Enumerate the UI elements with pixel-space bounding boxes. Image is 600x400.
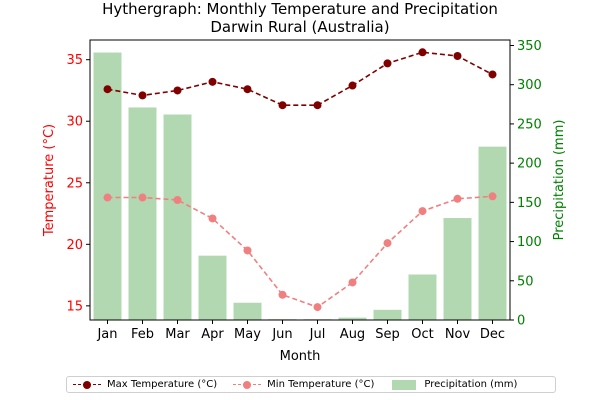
min-temp-point-jan (103, 193, 112, 202)
min-temp-line (107, 195, 493, 308)
max-temp-point-sep (383, 59, 392, 68)
min-temp-point-nov (453, 194, 462, 203)
max-temp-point-jan (103, 85, 112, 94)
legend-label-min: Min Temperature (°C) (267, 379, 375, 390)
max-temp-point-nov (453, 52, 462, 60)
y-axis-right-label: Precipitation (mm) (552, 120, 567, 241)
max-temp-point-aug (348, 81, 357, 90)
x-tick-label-dec: Dec (480, 327, 505, 342)
max-temp-point-apr (208, 77, 217, 86)
max-temp-point-mar (173, 86, 182, 95)
max-temp-point-dec (488, 70, 497, 79)
min-temp-point-may (243, 246, 252, 255)
x-tick-label-apr: Apr (201, 327, 224, 342)
y-axis-left-label: Temperature (°C) (42, 124, 57, 237)
y-left-tick-label-30: 30 (66, 115, 83, 130)
min-temp-point-feb (138, 193, 147, 202)
y-right-tick-label-0: 0 (517, 314, 525, 329)
precip-bar-mar (163, 114, 192, 321)
axes (86, 39, 514, 324)
min-temp-point-oct (418, 207, 427, 216)
y-left-tick-label-20: 20 (66, 238, 83, 253)
precip-bar-feb (128, 107, 157, 320)
x-tick-label-jan: Jan (96, 327, 117, 342)
x-tick-label-may: May (234, 327, 261, 342)
min-temp-point-aug (348, 278, 357, 287)
y-right-tick-label-300: 300 (517, 78, 542, 93)
tick-labels: Jan Feb Mar Apr May Jun Jul Aug Sep Oct Nov Dec 15 20… (66, 39, 541, 342)
y-right-tick-label-50: 50 (517, 274, 534, 289)
precip-bar-sep (373, 309, 402, 320)
legend-swatch-max (73, 379, 101, 391)
y-right-tick-label-150: 150 (517, 196, 542, 211)
precip-bar-jan (93, 52, 122, 321)
x-tick-label-feb: Feb (131, 327, 154, 342)
precip-bar-nov (443, 218, 472, 320)
max-temp-point-feb (138, 91, 147, 100)
legend-swatch-precip (390, 379, 418, 391)
max-temp-point-oct (418, 48, 427, 57)
chart-title: Hythergraph: Monthly Temperature and Pre… (102, 0, 498, 18)
min-temp-point-jul (313, 303, 322, 312)
precipitation-bars (93, 52, 507, 321)
temperature-lines (103, 48, 497, 312)
legend-label-max: Max Temperature (°C) (107, 379, 218, 390)
x-tick-label-oct: Oct (411, 327, 433, 342)
min-temp-point-sep (383, 239, 392, 248)
legend-item-min: Min Temperature (°C) (233, 379, 374, 391)
legend-item-precip: Precipitation (mm) (390, 379, 517, 391)
y-right-tick-label-250: 250 (517, 117, 542, 132)
legend-swatch-min (233, 379, 262, 391)
y-right-tick-label-100: 100 (517, 235, 542, 250)
precip-bar-apr (198, 255, 227, 320)
x-tick-label-jun: Jun (271, 327, 292, 342)
max-temp-point-jul (313, 101, 322, 110)
x-tick-label-jul: Jul (309, 327, 326, 342)
x-tick-label-nov: Nov (445, 327, 471, 342)
min-temp-point-jun (278, 290, 287, 299)
precip-bar-aug (338, 317, 367, 320)
x-tick-label-sep: Sep (375, 327, 400, 342)
y-left-tick-label-15: 15 (66, 299, 83, 314)
chart-subtitle: Darwin Rural (Australia) (210, 18, 389, 36)
min-temp-point-dec (488, 192, 497, 201)
y-left-tick-label-25: 25 (66, 176, 83, 191)
max-temp-line (107, 51, 493, 106)
y-right-tick-label-350: 350 (517, 39, 542, 54)
precip-bar-oct (408, 274, 437, 320)
legend: Max Temperature (°C) Min Temperature (°C… (66, 376, 556, 393)
legend-label-precip: Precipitation (mm) (424, 379, 518, 390)
y-left-tick-label-35: 35 (66, 53, 83, 68)
min-temp-point-apr (208, 214, 217, 223)
x-tick-label-mar: Mar (165, 327, 190, 342)
y-right-tick-label-200: 200 (517, 157, 542, 172)
precip-bar-dec (478, 146, 507, 320)
x-axis-label: Month (280, 349, 321, 364)
legend-item-max: Max Temperature (°C) (73, 379, 217, 391)
max-temp-point-jun (278, 101, 287, 110)
min-temp-point-mar (173, 196, 182, 204)
x-tick-label-aug: Aug (340, 327, 365, 342)
precip-bar-may (233, 302, 262, 320)
max-temp-point-may (243, 85, 252, 94)
